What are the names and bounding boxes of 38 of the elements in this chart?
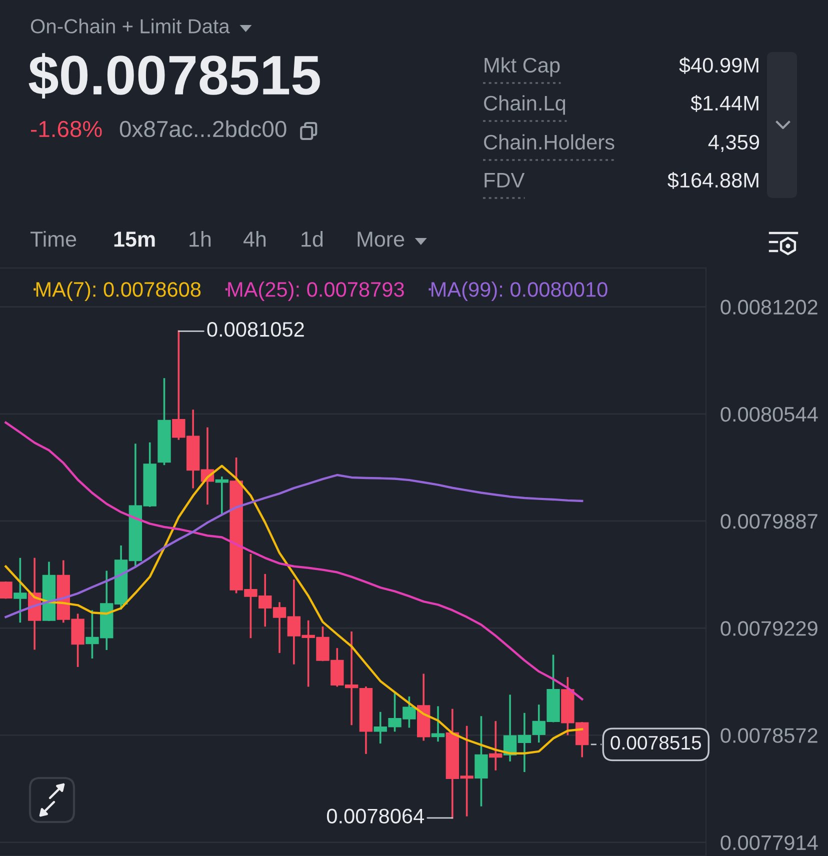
text: 15m (114, 232, 155, 247)
text: $164.88M (668, 172, 758, 189)
text: Chain.Lq (484, 95, 566, 115)
line-series (4, 474, 584, 618)
candlestick (14, 558, 27, 623)
text: Mkt Cap (484, 57, 560, 77)
legend-label: MA(25): 0.0078793 (228, 282, 404, 301)
annotation: 0.0081052 (207, 322, 304, 337)
text: 4h (243, 230, 266, 247)
text: -1.68% (31, 120, 102, 138)
legend-label: MA(7): 0.0078608 (36, 282, 201, 301)
text: $1.44M (690, 94, 758, 112)
annotation: 0.0078064 (326, 808, 424, 824)
candlestick (215, 476, 228, 516)
y-tick-label: 0.0078572 (720, 728, 818, 743)
candlestick (431, 706, 445, 742)
text: $40.99M (679, 56, 758, 74)
candlestick (489, 721, 502, 770)
text: 1h (190, 230, 211, 247)
text: Chain.Holders (484, 134, 614, 150)
text: More (358, 232, 404, 247)
y-tick-label: 0.0077914 (720, 835, 818, 850)
y-tick-label: 0.0079887 (720, 514, 818, 529)
line-series (4, 421, 584, 700)
text: Time (30, 230, 76, 247)
y-tick-label: 0.0081202 (720, 300, 818, 315)
candlestick (0, 581, 12, 599)
text: 0x87ac...2bdc00 (120, 120, 286, 138)
chart-title: On-Chain + Limit Data (30, 18, 230, 34)
ref-line-label: 0.0078515 (610, 736, 702, 750)
legend-label: MA(99): 0.0080010 (432, 282, 608, 301)
y-tick-label: 0.0080544 (720, 406, 818, 422)
text: FDV (484, 173, 525, 188)
candlestick (474, 716, 488, 806)
text: 4,359 (708, 134, 760, 152)
chart-subtitle: $0.0078515 (28, 53, 320, 98)
y-tick-label: 0.0079229 (720, 621, 818, 636)
text: 1d (302, 230, 323, 247)
